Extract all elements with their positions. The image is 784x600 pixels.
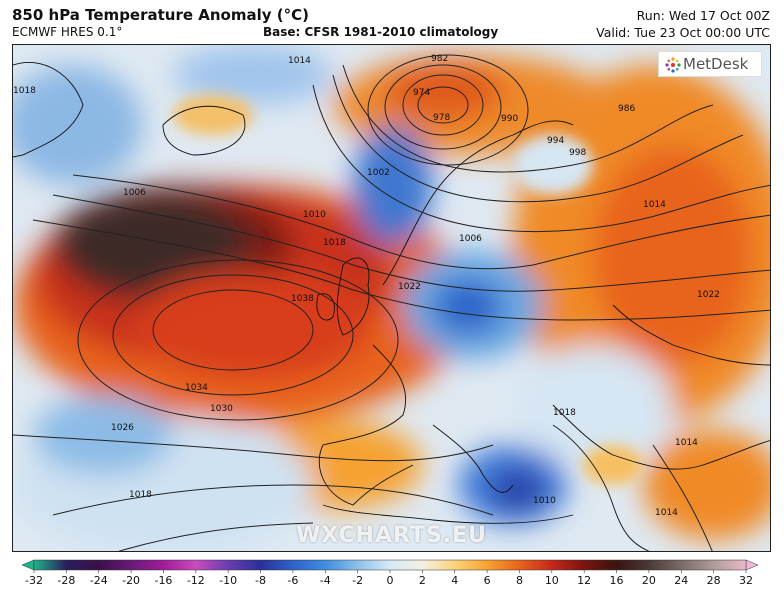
isobar-label: 982 <box>431 54 448 64</box>
legend-tick-label: -24 <box>90 574 108 587</box>
isobar-label: 986 <box>618 104 635 114</box>
isobar-label: 1014 <box>288 56 311 66</box>
isobars <box>13 54 770 551</box>
legend-tick-label: 32 <box>739 574 753 587</box>
isobar-labels: 1014 982 974 978 990 986 994 998 1002 10… <box>13 54 720 518</box>
isobar-label: 1006 <box>459 234 482 244</box>
isobar-label: 1038 <box>291 294 314 304</box>
legend-tick-label: 28 <box>707 574 721 587</box>
base-climatology-label: Base: CFSR 1981-2010 climatology <box>263 25 499 39</box>
france-iberia-coast <box>318 344 414 506</box>
legend-tick-label: 8 <box>516 574 523 587</box>
britain-coast <box>336 257 370 336</box>
legend-tick-label: -2 <box>352 574 363 587</box>
legend-tick-label: -6 <box>287 574 298 587</box>
legend-tick-label: -32 <box>25 574 43 587</box>
chart-header: 850 hPa Temperature Anomaly (°C) ECMWF H… <box>0 0 784 44</box>
color-legend-svg: -32 -28 -24 -20 -16 -12 -10 -8 -6 -4 -2 0 2 4 6 8 10 12 16… <box>21 559 759 587</box>
wxcharts-watermark: WXCHARTS.EU <box>295 523 488 548</box>
legend-tick-label: 10 <box>545 574 559 587</box>
isobar-label: 990 <box>501 114 518 124</box>
legend-arrow-left <box>21 559 35 571</box>
isobar-label: 1018 <box>129 490 152 500</box>
chart-title: 850 hPa Temperature Anomaly (°C) <box>12 6 309 24</box>
metdesk-logo-icon <box>665 57 681 73</box>
color-legend: -32 -28 -24 -20 -16 -12 -10 -8 -6 -4 -2 0 2 4 6 8 10 12 16… <box>0 556 784 600</box>
isobar-label: 1018 <box>13 86 36 96</box>
black-sea-coast <box>612 304 770 366</box>
legend-tick-label: 12 <box>577 574 591 587</box>
legend-tick-label: -12 <box>187 574 205 587</box>
isobar-label: 1034 <box>185 383 208 393</box>
isobar-label: 998 <box>569 148 586 158</box>
north-africa-coast <box>322 504 574 524</box>
legend-arrow-right <box>745 559 759 571</box>
legend-tick-label: 4 <box>451 574 458 587</box>
legend-tick-label: 6 <box>484 574 491 587</box>
legend-tick-label: -28 <box>57 574 75 587</box>
weather-map: 1014 982 974 978 990 986 994 998 1002 10… <box>12 44 771 552</box>
legend-tick-label: 16 <box>610 574 624 587</box>
model-label: ECMWF HRES 0.1° <box>12 25 123 39</box>
isobar-label: 1026 <box>111 423 134 433</box>
anomaly-map-svg: 1014 982 974 978 990 986 994 998 1002 10… <box>13 45 770 551</box>
isobar-label: 1018 <box>323 238 346 248</box>
legend-color-bar <box>33 559 747 571</box>
coastlines <box>13 61 770 524</box>
isobar-label: 1018 <box>553 408 576 418</box>
isobar-label: 1006 <box>123 188 146 198</box>
isobar-label: 1010 <box>533 496 556 506</box>
isobar-label: 1022 <box>697 290 720 300</box>
isobar-label: 994 <box>547 136 564 146</box>
scandinavia-coast <box>382 120 574 286</box>
isobar-label: 1014 <box>643 200 666 210</box>
isobar-label: 978 <box>433 113 450 123</box>
isobar-label: 1010 <box>303 210 326 220</box>
balkans-coast <box>552 404 770 470</box>
legend-tick-label: -10 <box>219 574 237 587</box>
isobar-label: 1014 <box>655 508 678 518</box>
legend-tick-label: -4 <box>320 574 331 587</box>
legend-tick-label: -20 <box>122 574 140 587</box>
isobar-label: 1014 <box>675 438 698 448</box>
legend-tick-label: 24 <box>674 574 688 587</box>
legend-tick-label: -8 <box>255 574 266 587</box>
temperature-anomaly-field <box>13 45 770 551</box>
iceland-coast <box>162 105 246 156</box>
metdesk-logo: MetDesk <box>658 51 762 77</box>
legend-tick-label: -16 <box>154 574 172 587</box>
italy-coast <box>432 424 514 493</box>
legend-tick-label: 2 <box>419 574 426 587</box>
isobar-label: 1022 <box>398 282 421 292</box>
run-time-label: Run: Wed 17 Oct 00Z <box>636 8 770 23</box>
temperature-anomaly-details <box>173 95 643 485</box>
isobar-label: 974 <box>413 88 430 98</box>
legend-tick-label: 0 <box>387 574 394 587</box>
ireland-coast <box>316 293 335 321</box>
greenland-coast <box>13 61 84 158</box>
metdesk-logo-text: MetDesk <box>683 55 749 73</box>
isobar-label: 1002 <box>367 168 390 178</box>
isobar-label: 1030 <box>210 404 233 414</box>
valid-time-label: Valid: Tue 23 Oct 00:00 UTC <box>596 25 770 40</box>
legend-tick-label: 20 <box>642 574 656 587</box>
